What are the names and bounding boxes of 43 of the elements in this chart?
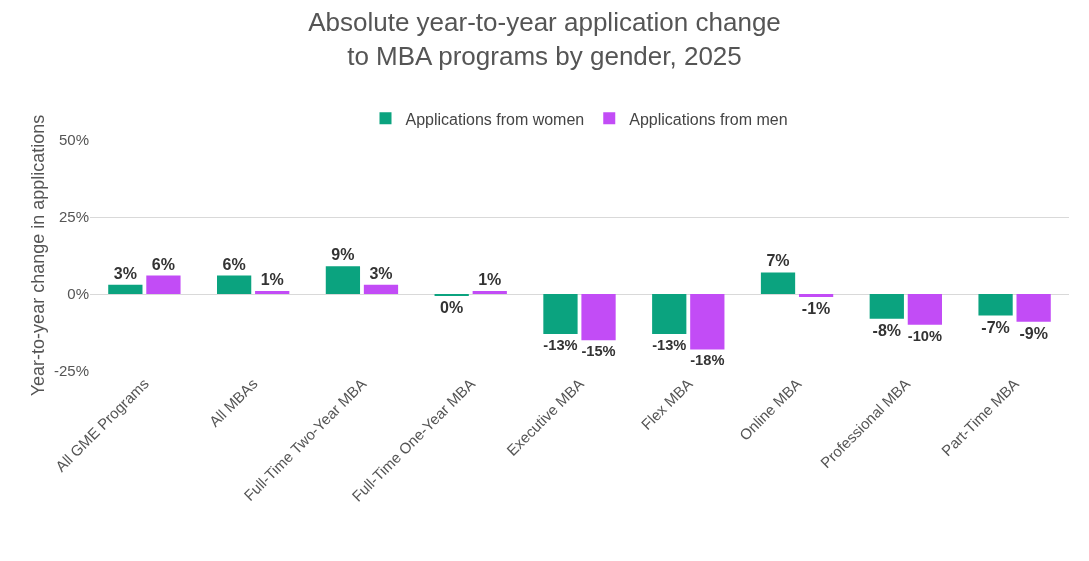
data-label: 3% (113, 264, 137, 282)
bar (869, 294, 904, 319)
bar (760, 272, 796, 294)
bar (325, 266, 361, 294)
bar (1016, 294, 1051, 322)
data-label: 9% (331, 246, 355, 264)
data-label: 1% (260, 270, 284, 288)
legend-label: Applications from women (405, 110, 585, 128)
bar (146, 275, 181, 294)
data-label: -18% (690, 352, 725, 369)
chart-title: Absolute year-to-year application change to MBA programs by gender, 2025 (308, 7, 781, 72)
data-label: 1% (478, 270, 502, 288)
data-label: -10% (907, 327, 942, 344)
data-label: -8% (872, 321, 902, 339)
y-tick-label: 50% (58, 131, 89, 149)
y-axis-title: Year-to-year change in applications (28, 114, 48, 397)
data-label: -1% (801, 300, 831, 318)
bar (217, 275, 252, 294)
y-tick-label: 0% (67, 285, 89, 303)
bar (255, 290, 290, 294)
data-label: -15% (581, 343, 616, 360)
legend-label: Applications from men (629, 110, 788, 128)
bar (907, 294, 942, 325)
data-label: -13% (543, 336, 578, 353)
data-label: -7% (981, 318, 1010, 336)
bar (652, 294, 687, 335)
bar (363, 284, 399, 294)
bar (543, 294, 578, 335)
bar (798, 294, 834, 298)
bar (690, 294, 725, 350)
data-label: 6% (222, 255, 246, 273)
y-tick-label: -25% (53, 362, 89, 380)
data-label: 3% (369, 264, 393, 282)
bar (472, 290, 507, 294)
bar (108, 284, 143, 294)
data-label: -9% (1019, 324, 1048, 342)
bar (581, 294, 616, 341)
data-label: 7% (766, 252, 790, 270)
y-tick-label: 25% (58, 208, 89, 226)
data-label: 0% (440, 299, 464, 316)
data-label: -13% (652, 336, 687, 353)
bar (978, 294, 1013, 316)
data-label: 6% (151, 255, 175, 273)
